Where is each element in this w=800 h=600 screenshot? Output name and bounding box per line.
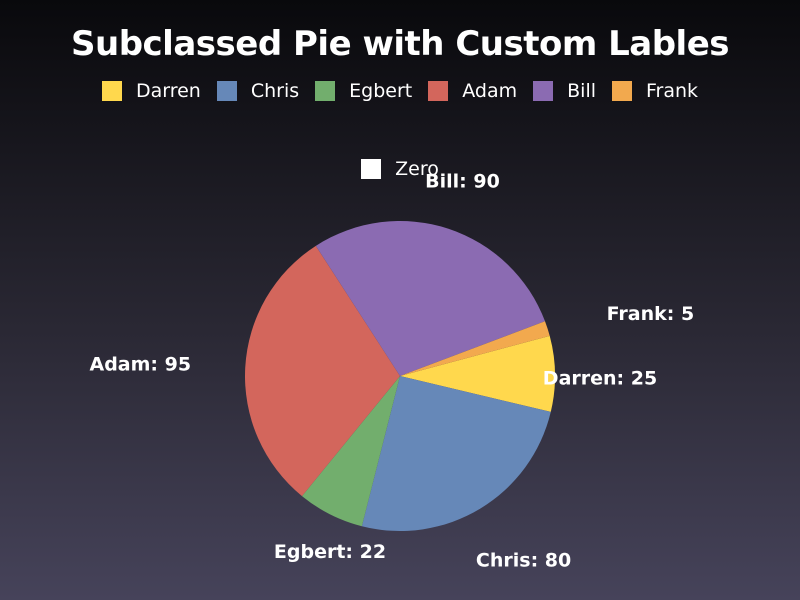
pie-slice-frank[interactable] bbox=[400, 321, 550, 376]
legend-item-bill[interactable]: Bill bbox=[533, 80, 596, 102]
legend-swatch-chris bbox=[216, 81, 237, 101]
legend-item-darren[interactable]: Darren bbox=[101, 80, 201, 102]
legend-label-zero: Zero bbox=[395, 158, 439, 180]
pie-slice-egbert[interactable] bbox=[301, 376, 400, 527]
legend-swatch-zero bbox=[361, 159, 382, 179]
pie-slice-chris[interactable] bbox=[361, 376, 551, 532]
legend: Darren Chris Egbert Adam Bill Frank Zero bbox=[0, 80, 800, 180]
legend-label-bill: Bill bbox=[567, 80, 596, 102]
legend-label-adam: Adam bbox=[462, 80, 518, 102]
pie-label-frank: Frank: 5 bbox=[607, 303, 695, 325]
pie-label-chris: Chris: 80 bbox=[476, 550, 571, 572]
pie-label-bill: Bill: 90 bbox=[425, 171, 500, 193]
pie-slice-adam[interactable] bbox=[245, 245, 400, 497]
legend-label-darren: Darren bbox=[135, 80, 201, 102]
pie-labels: Darren: 25 Chris: 80 Egbert: 22 Adam: 95 Bil… bbox=[90, 171, 695, 572]
legend-item-egbert[interactable]: Egbert bbox=[315, 80, 412, 102]
legend-swatch-darren bbox=[101, 81, 122, 101]
pie-label-adam: Adam: 95 bbox=[90, 353, 192, 375]
pie-label-darren: Darren: 25 bbox=[543, 368, 657, 390]
legend-item-adam[interactable]: Adam bbox=[428, 80, 517, 102]
chart-title: Subclassed Pie with Custom Lables bbox=[71, 24, 730, 64]
legend-item-zero[interactable]: Zero bbox=[361, 158, 439, 180]
legend-item-chris[interactable]: Chris bbox=[216, 80, 300, 102]
legend-label-egbert: Egbert bbox=[349, 80, 413, 102]
pie-label-egbert: Egbert: 22 bbox=[274, 541, 386, 563]
legend-swatch-adam bbox=[428, 81, 449, 101]
legend-swatch-bill bbox=[533, 81, 554, 101]
legend-swatch-frank bbox=[612, 81, 632, 101]
legend-label-chris: Chris bbox=[250, 80, 300, 102]
pie-slice-darren[interactable] bbox=[400, 335, 556, 412]
pie-slice-bill[interactable] bbox=[315, 221, 546, 376]
pie-slices bbox=[245, 221, 556, 532]
legend-swatch-egbert bbox=[315, 81, 336, 101]
legend-item-frank[interactable]: Frank bbox=[612, 80, 698, 102]
legend-label-frank: Frank bbox=[646, 80, 699, 102]
